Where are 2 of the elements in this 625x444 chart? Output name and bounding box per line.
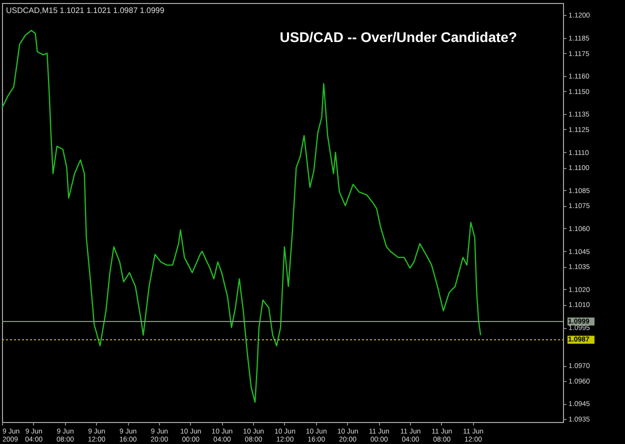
annotation: USDCAD,M15 1.1021 1.1021 1.0987 1.0999: [6, 6, 165, 15]
text: USD/CAD -- Over/Under Candidate?: [280, 29, 517, 45]
